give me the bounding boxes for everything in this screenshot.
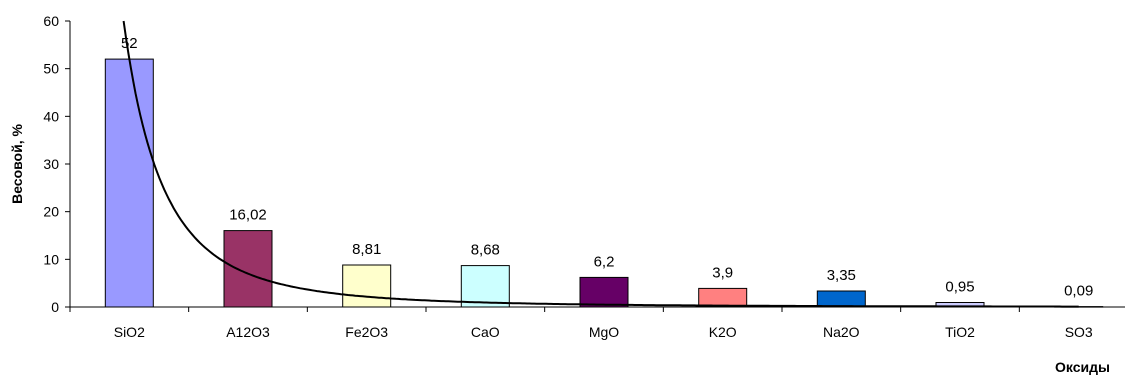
- x-tick-label-so3: SO3: [1065, 324, 1093, 340]
- x-tick-label-na2o: Na2O: [823, 324, 860, 340]
- bar-sio2: [104, 58, 154, 308]
- bar-fe2o3: [342, 264, 392, 308]
- x-tick-label-a12o3: A12O3: [226, 324, 270, 340]
- bar-a12o3: [223, 230, 273, 308]
- y-tick-label-20: 20: [43, 204, 59, 220]
- x-tick-label-cao: CaO: [471, 324, 500, 340]
- y-tick-label-40: 40: [43, 108, 59, 124]
- data-labels-layer: 52 16,02 8,81 8,68 6,2 3,9 3,35 0,95 0,09: [121, 35, 1093, 300]
- bars-layer: [104, 58, 1104, 308]
- data-label-fe2o3: 8,81: [352, 241, 381, 258]
- axes-layer: SiO2 A12O3 Fe2O3 CaO MgO K2O Na2O TiO2 SO3 0 10 20 3…: [43, 13, 1125, 340]
- data-label-na2o: 3,35: [827, 267, 856, 284]
- data-label-sio2: 52: [121, 35, 138, 52]
- x-tick-label-fe2o3: Fe2O3: [345, 324, 388, 340]
- bar-na2o: [816, 290, 866, 308]
- y-tick-label-10: 10: [43, 251, 59, 267]
- data-label-cao: 8,68: [471, 242, 500, 259]
- y-tick-label-0: 0: [51, 299, 59, 315]
- data-label-mgo: 6,2: [594, 253, 615, 270]
- data-label-a12o3: 16,02: [229, 207, 267, 224]
- bar-cao: [460, 265, 510, 308]
- y-axis-title: Весовой, %: [9, 124, 25, 204]
- y-tick-label-30: 30: [43, 156, 59, 172]
- y-tick-label-60: 60: [43, 13, 59, 29]
- x-tick-label-k2o: K2O: [709, 324, 737, 340]
- x-axis-title: Оксиды: [1055, 359, 1110, 375]
- bar-k2o: [698, 287, 748, 308]
- x-tick-label-mgo: MgO: [589, 324, 619, 340]
- x-tick-label-sio2: SiO2: [114, 324, 145, 340]
- y-tick-label-50: 50: [43, 61, 59, 77]
- x-tick-label-tio2: TiO2: [945, 324, 975, 340]
- trendline-layer: [122, 20, 1079, 308]
- data-label-tio2: 0,95: [945, 279, 974, 296]
- bar-mgo: [579, 276, 629, 308]
- data-label-so3: 0,09: [1064, 283, 1093, 300]
- data-label-k2o: 3,9: [712, 264, 733, 281]
- power-trendline: [122, 20, 1079, 308]
